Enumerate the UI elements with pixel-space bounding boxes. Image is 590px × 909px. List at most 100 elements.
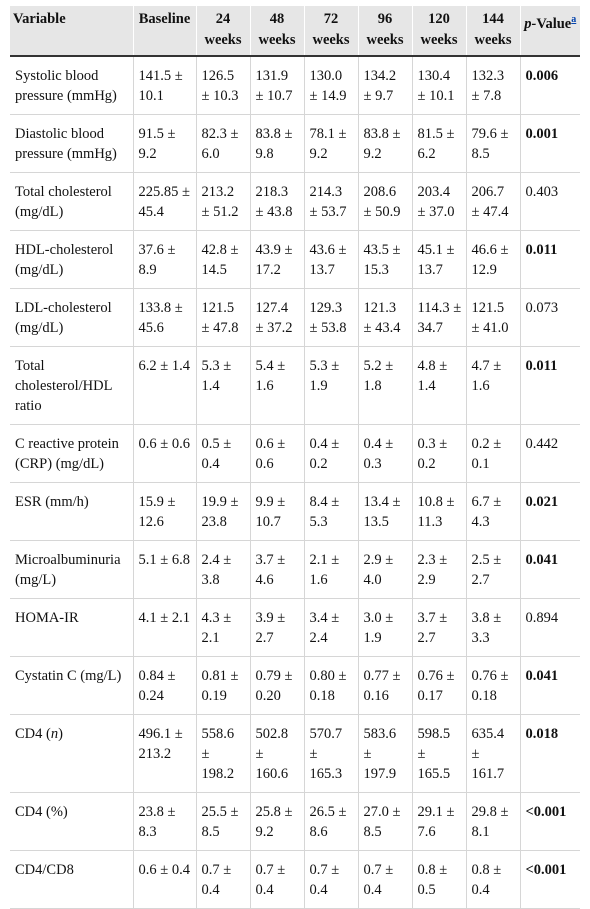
- header-text: Value: [536, 15, 572, 32]
- variable-cell: CD4 (%): [10, 792, 133, 851]
- value-cell: 9.9 ± 10.7: [249, 482, 304, 541]
- value-cell: 121.3 ± 43.4: [357, 288, 412, 347]
- value-cell: 3.4 ± 2.4: [303, 598, 358, 657]
- variable-cell: HOMA-IR: [10, 598, 133, 657]
- value-cell: 213.2 ± 51.2: [195, 172, 250, 231]
- p-value-cell: 0.011: [519, 230, 580, 289]
- value-cell: 37.6 ± 8.9: [132, 230, 196, 289]
- variable-name: HOMA-IR: [15, 610, 79, 626]
- value-cell: 43.5 ± 15.3: [357, 230, 412, 289]
- p-value-cell: 0.018: [519, 714, 580, 793]
- value-cell: 127.4 ± 37.2: [249, 288, 304, 347]
- value-cell: 0.81 ± 0.19: [195, 656, 250, 715]
- value-cell: 4.7 ± 1.6: [465, 346, 520, 425]
- value-cell: 0.77 ± 0.16: [357, 656, 412, 715]
- value-cell: 29.1 ± 7.6: [411, 792, 466, 851]
- table-row: Cystatin C (mg/L) 0.84 ± 0.24 0.81 ± 0.19 0…: [10, 656, 580, 715]
- value-cell: 635.4 ± 161.7: [465, 714, 520, 793]
- value-cell: 0.76 ± 0.18: [465, 656, 520, 715]
- value-cell: 0.4 ± 0.3: [357, 424, 412, 483]
- variable-name: Total cholesterol/HDL ratio: [15, 358, 112, 414]
- value-cell: 0.7 ± 0.4: [195, 850, 250, 909]
- variable-name: ESR (mm/h): [15, 494, 89, 510]
- variable-cell: CD4 (n): [10, 714, 133, 793]
- value-cell: 0.2 ± 0.1: [465, 424, 520, 483]
- table-row: CD4 (%) 23.8 ± 8.3 25.5 ± 8.5 25.8 ± 9.2 26.…: [10, 792, 580, 851]
- variable-name: CD4 (: [15, 726, 51, 742]
- value-cell: 214.3 ± 53.7: [303, 172, 358, 231]
- value-cell: 6.2 ± 1.4: [132, 346, 196, 425]
- value-cell: 4.1 ± 2.1: [132, 598, 196, 657]
- value-cell: 6.7 ± 4.3: [465, 482, 520, 541]
- table-row: C reactive protein (CRP) (mg/dL) 0.6 ± 0.…: [10, 424, 580, 483]
- value-cell: 23.8 ± 8.3: [132, 792, 196, 851]
- value-cell: 4.8 ± 1.4: [411, 346, 466, 425]
- value-cell: 0.4 ± 0.2: [303, 424, 358, 483]
- p-value-cell: 0.403: [519, 172, 580, 231]
- column-header: 96 weeks: [357, 6, 412, 57]
- value-cell: 2.4 ± 3.8: [195, 540, 250, 599]
- p-value-cell: 0.041: [519, 540, 580, 599]
- value-cell: 25.8 ± 9.2: [249, 792, 304, 851]
- value-cell: 81.5 ± 6.2: [411, 114, 466, 173]
- value-cell: 502.8 ± 160.6: [249, 714, 304, 793]
- value-cell: 25.5 ± 8.5: [195, 792, 250, 851]
- variable-name: C reactive protein (CRP) (mg/dL): [15, 436, 119, 472]
- column-header: 72 weeks: [303, 6, 358, 57]
- value-cell: 133.8 ± 45.6: [132, 288, 196, 347]
- table-body: Systolic blood pressure (mmHg) 141.5 ± 10…: [10, 56, 580, 909]
- table-row: Total cholesterol/HDL ratio 6.2 ± 1.4 5.3 …: [10, 346, 580, 425]
- value-cell: 78.1 ± 9.2: [303, 114, 358, 173]
- variable-cell: CD4/CD8: [10, 850, 133, 909]
- value-cell: 203.4 ± 37.0: [411, 172, 466, 231]
- p-value-cell: 0.011: [519, 346, 580, 425]
- value-cell: 19.9 ± 23.8: [195, 482, 250, 541]
- value-cell: 131.9 ± 10.7: [249, 56, 304, 115]
- variable-cell: Cystatin C (mg/L): [10, 656, 133, 715]
- p-value-cell: 0.006: [519, 56, 580, 115]
- table-row: ESR (mm/h) 15.9 ± 12.6 19.9 ± 23.8 9.9 ± 10…: [10, 482, 580, 541]
- value-cell: 45.1 ± 13.7: [411, 230, 466, 289]
- data-table: Variable Baseline 24 weeks 48 weeks 72 weeks…: [10, 6, 580, 909]
- value-cell: 0.5 ± 0.4: [195, 424, 250, 483]
- variable-cell: Diastolic blood pressure (mmHg): [10, 114, 133, 173]
- variable-name: Systolic blood pressure (mmHg): [15, 68, 117, 104]
- table-row: CD4 (n) 496.1 ± 213.2 558.6 ± 198.2 502.8 ±…: [10, 714, 580, 793]
- header-italic: p-: [524, 15, 537, 32]
- variable-cell: Total cholesterol (mg/dL): [10, 172, 133, 231]
- value-cell: 5.4 ± 1.6: [249, 346, 304, 425]
- value-cell: 3.7 ± 2.7: [411, 598, 466, 657]
- table-row: HOMA-IR 4.1 ± 2.1 4.3 ± 2.1 3.9 ± 2.7 3.4 ± …: [10, 598, 580, 657]
- table-row: Diastolic blood pressure (mmHg) 91.5 ± 9.…: [10, 114, 580, 173]
- variable-cell: Systolic blood pressure (mmHg): [10, 56, 133, 115]
- variable-cell: Total cholesterol/HDL ratio: [10, 346, 133, 425]
- column-header: 144 weeks: [465, 6, 520, 57]
- variable-name: CD4 (%): [15, 804, 68, 820]
- variable-cell: C reactive protein (CRP) (mg/dL): [10, 424, 133, 483]
- value-cell: 5.3 ± 1.9: [303, 346, 358, 425]
- variable-italic: n: [50, 726, 59, 742]
- table-row: Microalbuminuria (mg/L) 5.1 ± 6.8 2.4 ± 3.…: [10, 540, 580, 599]
- value-cell: 129.3 ± 53.8: [303, 288, 358, 347]
- variable-cell: HDL-cholesterol (mg/dL): [10, 230, 133, 289]
- value-cell: 558.6 ± 198.2: [195, 714, 250, 793]
- table-row: HDL-cholesterol (mg/dL) 37.6 ± 8.9 42.8 ± …: [10, 230, 580, 289]
- value-cell: 4.3 ± 2.1: [195, 598, 250, 657]
- variable-cell: LDL-cholesterol (mg/dL): [10, 288, 133, 347]
- column-header: 48 weeks: [249, 6, 304, 57]
- value-cell: 0.7 ± 0.4: [249, 850, 304, 909]
- variable-name: Cystatin C (mg/L): [15, 668, 122, 684]
- column-header: Variable: [10, 6, 133, 57]
- value-cell: 583.6 ± 197.9: [357, 714, 412, 793]
- value-cell: 10.8 ± 11.3: [411, 482, 466, 541]
- variable-name: CD4/CD8: [15, 862, 74, 878]
- variable-end: ): [58, 726, 63, 742]
- value-cell: 496.1 ± 213.2: [132, 714, 196, 793]
- column-header: Baseline: [132, 6, 196, 57]
- variable-name: Diastolic blood pressure (mmHg): [15, 126, 117, 162]
- value-cell: 0.76 ± 0.17: [411, 656, 466, 715]
- footnote-link[interactable]: a: [571, 14, 577, 25]
- value-cell: 15.9 ± 12.6: [132, 482, 196, 541]
- value-cell: 0.7 ± 0.4: [303, 850, 358, 909]
- column-header: 24 weeks: [195, 6, 250, 57]
